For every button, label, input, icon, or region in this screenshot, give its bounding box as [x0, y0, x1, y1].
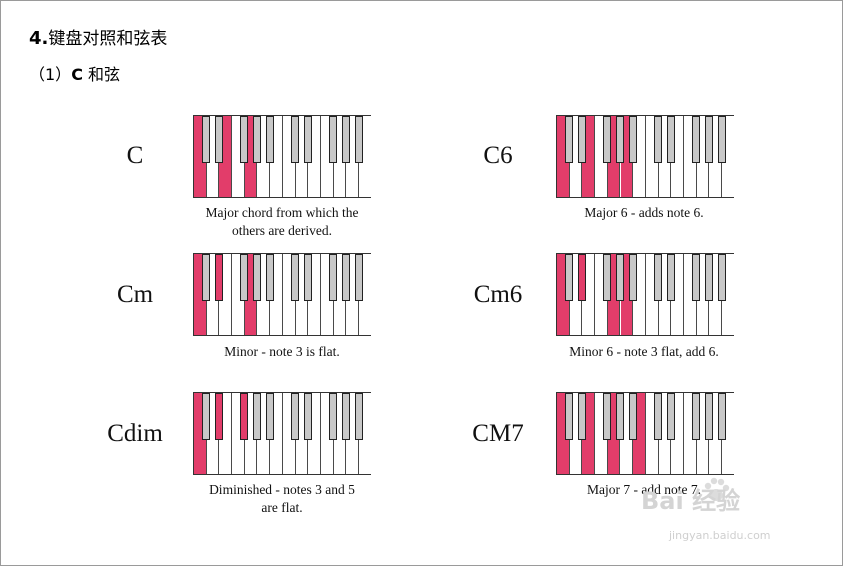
caption-cm7: Major 7 - add note 7. [524, 481, 764, 499]
black-key [341, 254, 350, 301]
black-key [628, 116, 637, 163]
section-heading: 4.键盘对照和弦表 [29, 24, 167, 49]
watermark-url: jingyan.baidu.com [669, 529, 771, 542]
caption-cdim: Diminished - notes 3 and 5 are flat. [162, 481, 402, 517]
black-key [717, 116, 726, 163]
keyboard-cm [193, 253, 372, 336]
black-key [202, 254, 211, 301]
black-key [265, 254, 274, 301]
subsection-heading: （1）C 和弦 [29, 61, 120, 85]
paw-icon [704, 477, 730, 501]
black-key [253, 116, 261, 163]
black-key [577, 393, 586, 440]
black-key [291, 393, 300, 440]
black-key [329, 393, 338, 440]
black-key [654, 393, 663, 440]
black-key [214, 254, 223, 301]
black-key [666, 254, 675, 301]
black-key [603, 254, 612, 301]
black-key [704, 393, 713, 440]
black-key [253, 393, 261, 440]
keyboard-cdim [193, 392, 372, 475]
black-key [603, 393, 612, 440]
black-key [717, 393, 726, 440]
black-key [303, 393, 312, 440]
keyboard-cm6 [556, 253, 735, 336]
subsection-key: C [71, 65, 83, 84]
black-key [291, 254, 300, 301]
black-key [717, 254, 726, 301]
subsection-title: 和弦 [82, 65, 121, 84]
black-key [565, 116, 574, 163]
chord-name-c6: C6 [483, 142, 513, 169]
caption-line: Minor 6 - note 3 flat, add 6. [569, 344, 719, 359]
black-key [577, 116, 586, 163]
caption-line: are flat. [261, 500, 303, 515]
black-key [666, 393, 675, 440]
caption-line: Diminished - notes 3 and 5 [209, 482, 355, 497]
black-key [704, 116, 713, 163]
chord-name-cm7: CM7 [472, 420, 524, 447]
black-key [616, 116, 624, 163]
caption-line: others are derived. [231, 223, 333, 238]
black-key [354, 254, 363, 301]
caption-c: Major chord from which the others are de… [162, 204, 402, 240]
black-key [628, 393, 637, 440]
black-key [628, 254, 637, 301]
chord-name-cm: Cm [116, 281, 154, 308]
caption-line: Major 7 - add note 7. [587, 482, 701, 497]
chord-name-c: C [126, 142, 144, 169]
black-key [692, 116, 701, 163]
section-title: 键盘对照和弦表 [48, 29, 168, 49]
black-key [214, 393, 223, 440]
watermark-logo: Bai 经验 [641, 487, 741, 515]
caption-c6: Major 6 - adds note 6. [524, 204, 764, 222]
keyboard-cm7 [556, 392, 735, 475]
black-key [565, 393, 574, 440]
black-key [303, 116, 312, 163]
black-key [654, 116, 663, 163]
black-key [329, 116, 338, 163]
black-key [704, 254, 713, 301]
black-key [202, 116, 211, 163]
black-key [265, 393, 274, 440]
chord-name-cdim: Cdim [107, 420, 163, 447]
black-key [253, 254, 261, 301]
black-key [329, 254, 338, 301]
keyboard-c6 [556, 115, 735, 198]
black-key [692, 393, 701, 440]
black-key [291, 116, 300, 163]
black-key [616, 393, 624, 440]
caption-line: Major chord from which the [205, 205, 359, 220]
black-key [354, 393, 363, 440]
black-key [341, 393, 350, 440]
black-key [240, 393, 249, 440]
black-key [666, 116, 675, 163]
caption-cm6: Minor 6 - note 3 flat, add 6. [524, 343, 764, 361]
keyboard-c [193, 115, 372, 198]
black-key [565, 254, 574, 301]
black-key [603, 116, 612, 163]
black-key [692, 254, 701, 301]
black-key [654, 254, 663, 301]
black-key [214, 116, 223, 163]
subsection-prefix: （1） [29, 65, 72, 84]
caption-line: Major 6 - adds note 6. [584, 205, 704, 220]
black-key [354, 116, 363, 163]
black-key [240, 254, 249, 301]
black-key [577, 254, 586, 301]
black-key [616, 254, 624, 301]
caption-line: Minor - note 3 is flat. [224, 344, 340, 359]
chord-name-cm6: Cm6 [473, 281, 523, 308]
section-number: 4. [29, 28, 49, 49]
black-key [240, 116, 249, 163]
black-key [341, 116, 350, 163]
black-key [303, 254, 312, 301]
caption-cm: Minor - note 3 is flat. [162, 343, 402, 361]
black-key [202, 393, 211, 440]
black-key [265, 116, 274, 163]
